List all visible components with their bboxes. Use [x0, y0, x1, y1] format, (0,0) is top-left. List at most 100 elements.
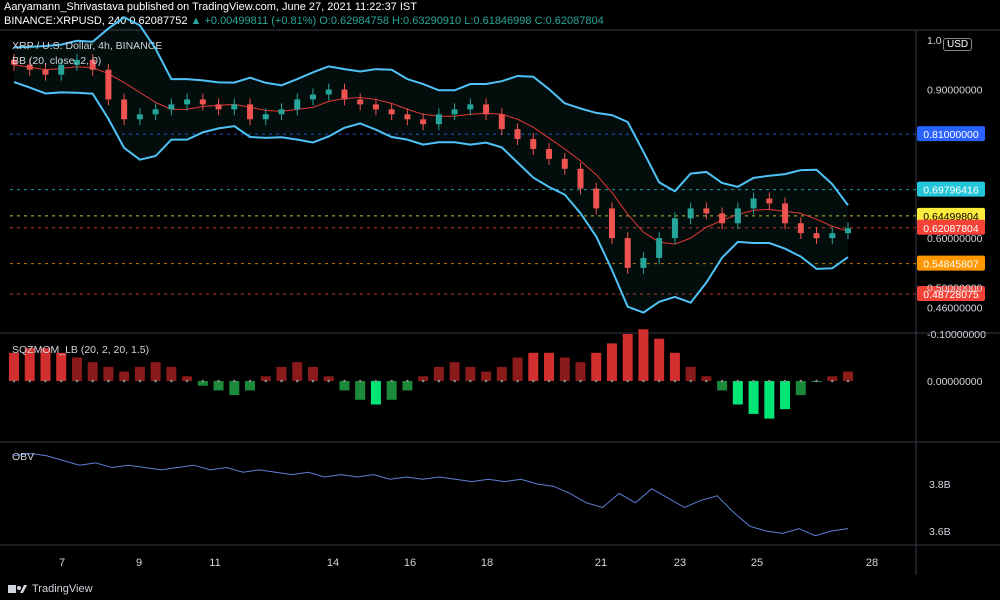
candle-body	[624, 238, 631, 268]
bb-fill	[14, 17, 848, 313]
squeeze-dot	[642, 379, 645, 383]
time-axis-tick: 23	[674, 557, 686, 569]
squeeze-dot	[75, 379, 79, 383]
price-level-tag	[917, 207, 985, 223]
squeeze-dot	[626, 379, 629, 383]
price-level-label: 0.48728075	[923, 289, 979, 301]
momentum-bar	[355, 381, 366, 400]
momentum-bar	[71, 357, 82, 381]
momentum-bar	[481, 371, 492, 381]
squeeze-dot	[59, 379, 63, 383]
squeeze-dot	[170, 379, 173, 383]
candle-body	[561, 158, 568, 169]
momentum-bar	[9, 352, 19, 381]
squeeze-dot	[358, 379, 362, 383]
candle-body	[11, 59, 17, 65]
price-level-label: 0.69796416	[923, 185, 979, 197]
squeeze-dot	[437, 379, 441, 383]
candle-body	[577, 168, 584, 189]
obv-axis-tick: 3.8B	[929, 479, 951, 491]
squeeze-dot	[248, 379, 252, 383]
momentum-bar	[701, 376, 712, 381]
squeeze-dot	[657, 379, 661, 383]
candle-body	[294, 99, 301, 110]
candle-body	[404, 114, 411, 120]
squeeze-dot	[28, 379, 32, 383]
price-axis-tick: 0.60000000	[927, 233, 983, 245]
price-level-label: 0.54845807	[923, 259, 979, 271]
momentum-bar	[654, 338, 665, 381]
high-value: H:0.63290910	[392, 15, 462, 27]
candle-body	[325, 89, 332, 95]
time-axis-tick: 21	[595, 557, 607, 569]
squeeze-dot	[264, 379, 268, 383]
price-level-tag	[917, 255, 985, 271]
squeeze-dot	[673, 379, 677, 383]
open-value: O:0.62984758	[319, 15, 389, 27]
bb-basis-line	[13, 64, 849, 245]
momentum-bar	[780, 381, 791, 410]
momentum-bar	[245, 381, 256, 391]
candle-body	[671, 218, 678, 239]
price-change: +0.00499811 (+0.81%)	[204, 15, 317, 27]
momentum-bar	[150, 362, 161, 381]
price-axis-tick: 0.46000000	[927, 302, 983, 314]
candle-body	[435, 114, 442, 125]
price-axis-tick: 1.0	[927, 35, 942, 47]
momentum-bar	[276, 366, 287, 381]
squeeze-dot	[122, 379, 126, 383]
candle-body	[719, 213, 726, 224]
bb-lower-band	[13, 81, 849, 314]
candle-body	[168, 104, 175, 110]
momentum-bar	[717, 381, 728, 391]
candle-body	[797, 223, 804, 234]
squeeze-dot	[484, 379, 488, 383]
candle-body	[105, 69, 112, 100]
price-level-label: 0.81000000	[923, 129, 979, 141]
momentum-bar	[103, 366, 114, 381]
squeeze-dot	[201, 379, 205, 383]
squeeze-dot	[453, 379, 456, 383]
price-level-tag	[917, 219, 985, 235]
squeeze-dot	[579, 379, 582, 383]
candle-body	[483, 104, 490, 115]
squeeze-dot	[610, 379, 614, 383]
candle-body	[451, 109, 458, 115]
momentum-bar	[606, 343, 617, 381]
squeeze-dot	[374, 379, 378, 383]
squeeze-dot	[217, 379, 220, 383]
sqz-legend: SQZMOM_LB (20, 2, 20, 1.5)	[12, 344, 150, 356]
momentum-bar	[402, 381, 413, 391]
momentum-bar	[197, 381, 208, 386]
squeeze-dot	[327, 379, 331, 383]
tradingview-logo-icon	[8, 585, 27, 593]
candle-body	[388, 109, 395, 115]
candle-body	[782, 203, 789, 224]
price-level-label: 0.62087804	[923, 223, 979, 235]
candle-body	[420, 119, 427, 125]
momentum-bar	[134, 366, 145, 381]
momentum-bar	[370, 381, 381, 405]
candle-body	[845, 228, 851, 234]
squeeze-dot	[343, 379, 346, 383]
candle-body	[199, 99, 206, 105]
currency-button[interactable]: USD	[943, 38, 973, 51]
momentum-bar	[449, 362, 460, 381]
squeeze-dot	[311, 379, 315, 383]
candle-body	[687, 208, 694, 219]
squeeze-dot	[563, 379, 567, 383]
squeeze-dot	[280, 379, 283, 383]
momentum-bar	[575, 362, 586, 381]
time-axis-tick: 28	[866, 557, 878, 569]
candle-body	[514, 129, 521, 140]
momentum-bar	[339, 381, 350, 391]
publisher-line: Aaryamann_Shrivastava published on Tradi…	[4, 1, 417, 13]
momentum-bar	[182, 376, 193, 381]
candle-body	[530, 139, 537, 149]
candle-body	[152, 109, 159, 115]
obv-legend: OBV	[12, 451, 35, 463]
squeeze-dot	[107, 379, 110, 383]
momentum-bar	[119, 371, 130, 381]
momentum-bar	[260, 376, 271, 381]
